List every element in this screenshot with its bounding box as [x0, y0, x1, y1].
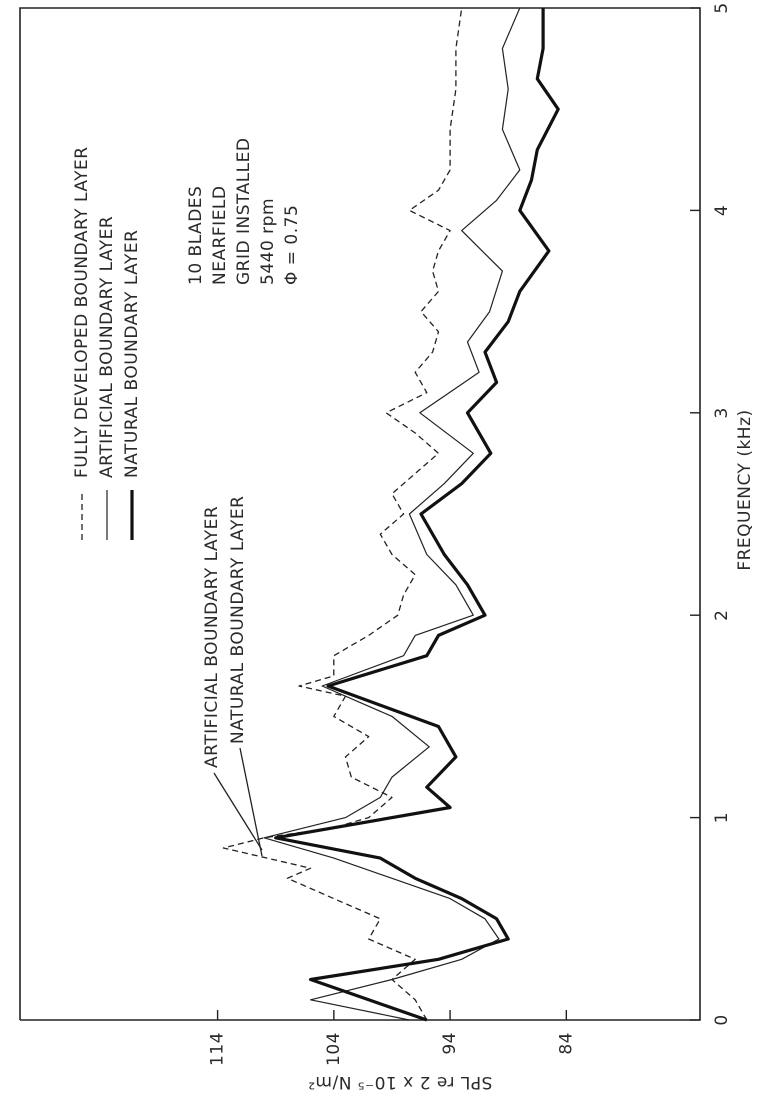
x-tick-label: 4	[712, 205, 732, 216]
x-tick-label: 5	[712, 2, 732, 13]
x-axis-label: FREQUENCY (kHz)	[735, 409, 755, 570]
callout-leader	[239, 747, 263, 857]
annotation: 5440 rpm	[258, 198, 278, 285]
rotated-chart: FREQUENCY (kHz) SPL re 2 x 10⁻⁵ N/m² FUL…	[19, 2, 755, 1092]
y-tick-label: 104	[324, 1032, 344, 1066]
x-tick-label: 2	[712, 610, 732, 621]
y-tick-label: 114	[208, 1032, 228, 1066]
annotation: NEARFIELD	[210, 186, 230, 286]
annotation: 10 BLADES	[186, 186, 206, 285]
series-line	[263, 7, 521, 1021]
series-line	[274, 8, 560, 1022]
x-tick-label: 1	[712, 812, 732, 823]
y-tick-label: 84	[556, 1032, 576, 1055]
y-tick-label: 94	[440, 1032, 460, 1055]
legend-label: ARTIFICIAL BOUNDARY LAYER	[97, 216, 117, 478]
legend-label: NATURAL BOUNDARY LAYER	[122, 230, 142, 478]
y-axis-label: SPL re 2 x 10⁻⁵ N/m²	[308, 1072, 493, 1092]
callout-label: NATURAL BOUNDARY LAYER	[228, 496, 248, 744]
legend-label: FULLY DEVELOPED BOUNDARY LAYER	[72, 146, 92, 478]
callout-leader	[213, 772, 263, 851]
annotation: Φ = 0.75	[282, 205, 302, 285]
series-line	[222, 7, 463, 1021]
annotation: GRID INSTALLED	[234, 138, 254, 285]
x-tick-label: 3	[712, 407, 732, 418]
x-tick-label: 0	[712, 1014, 732, 1025]
callout-label: ARTIFICIAL BOUNDARY LAYER	[202, 506, 222, 768]
